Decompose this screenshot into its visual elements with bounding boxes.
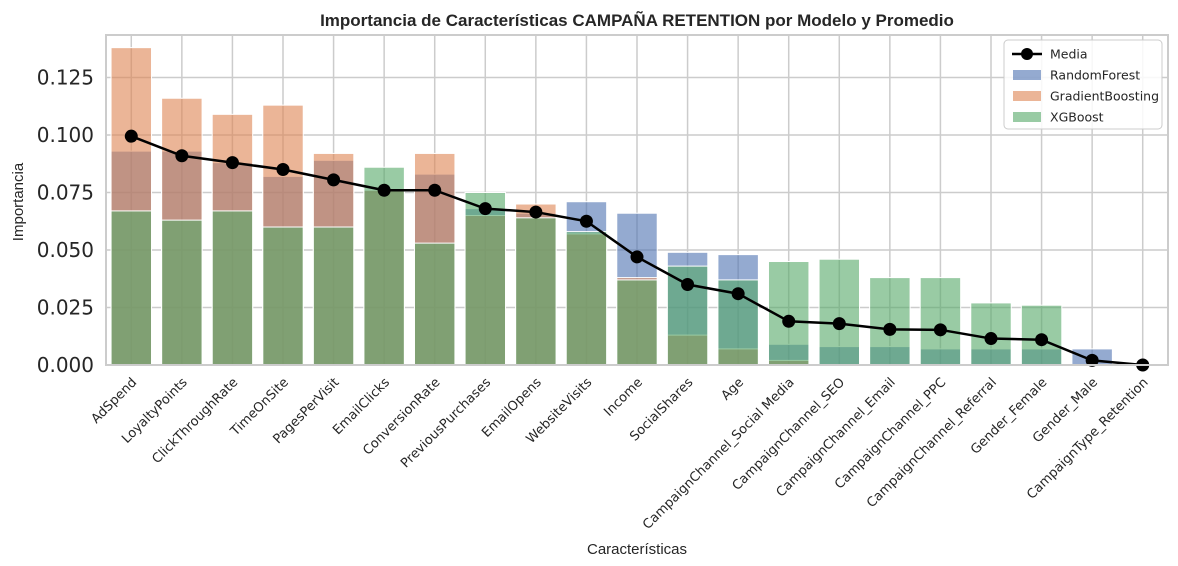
point-media bbox=[327, 173, 341, 187]
bar-xgboost bbox=[363, 166, 405, 366]
point-media bbox=[630, 250, 644, 264]
point-media bbox=[681, 278, 695, 292]
point-media bbox=[731, 287, 745, 301]
y-axis-label: Importancia bbox=[10, 162, 27, 241]
point-media bbox=[377, 183, 391, 197]
bar-xgboost bbox=[413, 242, 456, 366]
bar-xgboost bbox=[211, 210, 254, 366]
legend-label: GradientBoosting bbox=[1050, 89, 1159, 104]
y-tick-label: 0.125 bbox=[37, 66, 94, 90]
legend-swatch-xgboost bbox=[1013, 112, 1041, 122]
plot-frame bbox=[105, 34, 1169, 366]
point-media bbox=[428, 183, 442, 197]
bar-xgboost bbox=[312, 226, 355, 366]
legend-label: RandomForest bbox=[1050, 68, 1140, 83]
legend-swatch-gradientboosting bbox=[1013, 91, 1041, 101]
point-media bbox=[1085, 353, 1099, 367]
y-tick-labels: 0.000 0.025 0.050 0.075 0.100 0.125 bbox=[37, 66, 94, 377]
y-tick-label: 0.025 bbox=[37, 296, 94, 320]
point-media bbox=[175, 149, 189, 163]
bar-xgboost bbox=[110, 210, 153, 366]
legend-label: XGBoost bbox=[1050, 110, 1104, 125]
point-media bbox=[984, 332, 998, 346]
legend-swatch-randomforest bbox=[1013, 70, 1041, 80]
y-tick-label: 0.075 bbox=[37, 181, 94, 205]
y-tick-label: 0.000 bbox=[37, 353, 94, 377]
legend-marker-media bbox=[1021, 48, 1033, 60]
y-tick-label: 0.050 bbox=[37, 238, 94, 262]
point-media bbox=[225, 156, 239, 170]
legend-label: Media bbox=[1050, 47, 1088, 62]
point-media bbox=[529, 205, 543, 219]
x-axis-label: Características bbox=[587, 541, 687, 558]
chart-title: Importancia de Características CAMPAÑA R… bbox=[320, 10, 954, 30]
bar-xgboost bbox=[919, 277, 962, 366]
bar-xgboost bbox=[464, 192, 507, 366]
legend: Media RandomForest GradientBoosting XGBoost bbox=[1003, 39, 1163, 130]
point-media bbox=[933, 323, 947, 337]
point-media bbox=[276, 163, 290, 177]
point-media bbox=[124, 129, 138, 143]
bar-xgboost bbox=[818, 258, 861, 366]
legend-box bbox=[1003, 39, 1163, 130]
bar-xgboost bbox=[161, 219, 203, 366]
point-media bbox=[579, 214, 593, 228]
bar-xgboost bbox=[515, 217, 557, 366]
point-media bbox=[832, 317, 846, 331]
bar-xgboost bbox=[565, 231, 608, 366]
bar-xgboost bbox=[869, 277, 911, 366]
point-media bbox=[782, 314, 796, 328]
y-tick-label: 0.100 bbox=[37, 123, 94, 147]
bar-xgboost bbox=[616, 279, 658, 366]
point-media bbox=[1035, 333, 1049, 347]
bar-xgboost bbox=[262, 226, 304, 366]
point-media bbox=[478, 202, 492, 216]
bars-layer bbox=[110, 47, 1113, 366]
point-media bbox=[883, 322, 897, 336]
